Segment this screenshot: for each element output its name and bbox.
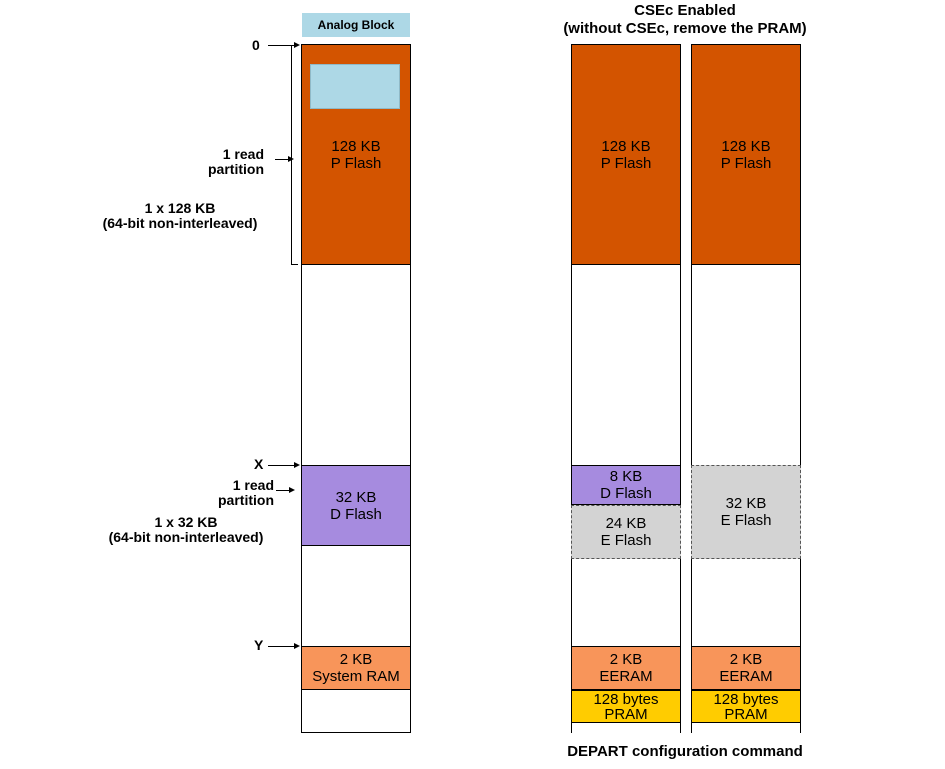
analog-region-block [310,64,400,109]
middle-pram-size: 128 bytes [593,690,659,708]
left-pflash-name: P Flash [330,154,382,172]
marker-zero: 0 [252,38,266,53]
dflash-size-line1: 1 x 32 KB [154,514,218,530]
csec-subtitle-text: (without CSEc, remove the PRAM) [563,20,807,37]
right-pram-size: 128 bytes [713,690,779,708]
middle-pflash-name: P Flash [600,154,652,172]
middle-eeram-name: EERAM [599,668,653,685]
middle-pram-block: 128 bytes PRAM [571,690,681,723]
middle-eeram-size: 2 KB [609,651,643,668]
dflash-partition-line1: 1 read [232,477,274,493]
pflash-size-line2: (64-bit non-interleaved) [102,215,258,231]
marker-y-text: Y [254,637,264,653]
right-eeram-block: 2 KB EERAM [691,646,801,690]
pflash-bracket [291,45,298,265]
left-system-ram-block: 2 KB System RAM [301,646,411,690]
right-eeram-size: 2 KB [729,651,763,668]
analog-block-label: Analog Block [302,13,410,37]
middle-dflash-block: 8 KB D Flash [571,465,681,505]
left-ram-size: 2 KB [339,651,373,668]
marker-y: Y [254,638,268,653]
left-dflash-size: 32 KB [335,488,377,506]
marker-x-arrow [268,462,300,468]
left-dflash-block: 32 KB D Flash [301,465,411,546]
middle-eeram-block: 2 KB EERAM [571,646,681,690]
dflash-size-line2: (64-bit non-interleaved) [108,529,264,545]
middle-eflash-size: 24 KB [605,515,647,532]
pflash-partition-line1: 1 read [222,146,264,162]
pflash-size-label: 1 x 128 KB (64-bit non-interleaved) [80,201,280,231]
pflash-partition-line2: partition [208,161,264,177]
depart-caption-text: DEPART configuration command [567,743,803,760]
pflash-size-line1: 1 x 128 KB [144,200,216,216]
pflash-partition-label: 1 read partition [160,147,264,177]
depart-caption: DEPART configuration command [520,743,850,760]
middle-dflash-size: 8 KB [609,468,643,485]
middle-eflash-name: E Flash [600,532,652,549]
left-dflash-name: D Flash [330,505,382,523]
csec-title: CSEc Enabled (without CSEc, remove the P… [520,2,850,38]
middle-pflash-size: 128 KB [601,137,651,155]
right-eflash-size: 32 KB [725,495,767,512]
dflash-size-label: 1 x 32 KB (64-bit non-interleaved) [86,515,286,545]
right-pram-name: PRAM [724,705,768,723]
marker-zero-text: 0 [252,37,260,53]
csec-title-text: CSEc Enabled [634,2,736,19]
middle-pram-name: PRAM [604,705,648,723]
right-eeram-name: EERAM [719,668,773,685]
right-pflash-name: P Flash [720,154,772,172]
pflash-partition-arrow [275,156,294,162]
right-eflash-block: 32 KB E Flash [691,465,801,559]
marker-x-text: X [254,456,264,472]
middle-eflash-block: 24 KB E Flash [571,505,681,559]
right-pram-block: 128 bytes PRAM [691,690,801,723]
right-pflash-block: 128 KB P Flash [691,44,801,265]
left-pflash-size: 128 KB [331,137,381,155]
right-pflash-size: 128 KB [721,137,771,155]
right-eflash-name: E Flash [720,512,772,529]
dflash-partition-arrow [276,487,295,493]
dflash-partition-label: 1 read partition [170,478,274,508]
marker-y-arrow [268,643,300,649]
middle-dflash-name: D Flash [600,485,652,502]
middle-pflash-block: 128 KB P Flash [571,44,681,265]
analog-block-text: Analog Block [317,18,395,32]
left-ram-name: System RAM [312,668,400,685]
dflash-partition-line2: partition [218,492,274,508]
marker-x: X [254,457,268,472]
